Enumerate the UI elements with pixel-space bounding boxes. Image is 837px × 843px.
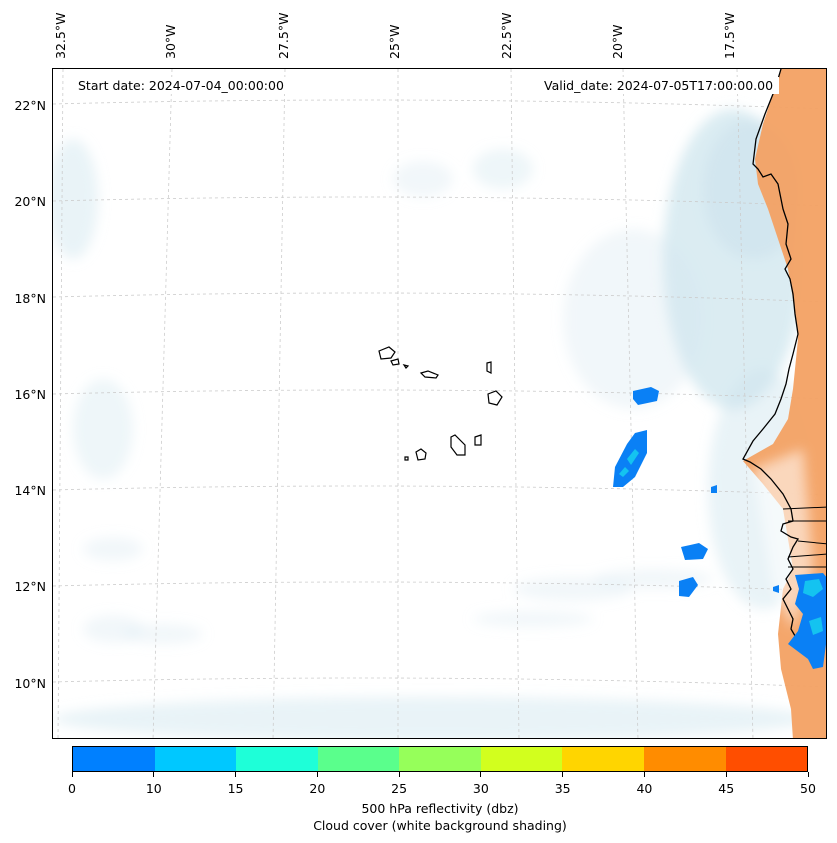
colorbar-segment (562, 747, 644, 771)
lat-label-22n: 22°N (14, 98, 46, 113)
graticule (53, 69, 826, 738)
lon-label-22.5w: 22.5°W (499, 12, 514, 59)
lat-label-14n: 14°N (14, 483, 46, 498)
lon-label-20w: 20°W (610, 24, 625, 59)
colorbar-tick (398, 772, 400, 777)
lon-label-17.5w: 17.5°W (722, 12, 737, 59)
colorbar-tick-label: 50 (800, 781, 816, 796)
colorbar-segment (480, 747, 563, 771)
reflectivity-cells (613, 387, 826, 669)
colorbar-segment (725, 747, 808, 771)
colorbar-tick (235, 772, 237, 777)
colorbar-tick (643, 772, 645, 777)
colorbar-tick-label: 10 (145, 781, 162, 796)
reflectivity-cell (679, 577, 698, 597)
colorbar-tick-label: 15 (227, 781, 244, 796)
reflectivity-cell (809, 617, 823, 635)
colorbar-tick-label: 35 (554, 781, 571, 796)
lon-label-32.5w: 32.5°W (53, 12, 68, 59)
colorbar-segment (399, 747, 481, 771)
colorbar-tick-label: 0 (68, 781, 76, 796)
colorbar (72, 746, 808, 772)
reflectivity-cell (627, 449, 639, 465)
lat-label-18n: 18°N (14, 291, 46, 306)
colorbar-tick-label: 40 (636, 781, 653, 796)
colorbar-tick (562, 772, 564, 777)
reflectivity-cell (788, 573, 826, 669)
colorbar-segment (236, 747, 318, 771)
lat-label-20n: 20°N (14, 194, 46, 209)
colorbar-tick (725, 772, 727, 777)
gambia-border (782, 506, 826, 522)
lat-label-16n: 16°N (14, 387, 46, 402)
colorbar-segment (73, 747, 155, 771)
reflectivity-cell (711, 485, 717, 493)
colorbar-tick-label: 30 (472, 781, 489, 796)
colorbar-tick-label: 45 (718, 781, 735, 796)
reflectivity-cell (803, 579, 823, 597)
colorbar-segment (154, 747, 237, 771)
colorbar-segment (317, 747, 400, 771)
colorbar-tick (807, 772, 809, 777)
map-canvas (53, 69, 826, 738)
start-date-label: Start date: 2024-07-04_00:00:00 (72, 77, 290, 94)
lat-label-10n: 10°N (14, 676, 46, 691)
lon-label-30w: 30°W (163, 24, 178, 59)
reflectivity-cell (681, 543, 708, 560)
africa-coastline (742, 69, 800, 642)
reflectivity-cell (773, 585, 779, 593)
valid-date-label: Valid_date: 2024-07-05T17:00:00.00 (538, 77, 780, 94)
colorbar-label-reflectivity: 500 hPa reflectivity (dbz) (361, 801, 519, 816)
colorbar-tick (153, 772, 155, 777)
reflectivity-cell (619, 467, 629, 477)
map-panel (52, 68, 827, 739)
reflectivity-cell (633, 387, 659, 405)
lon-label-25w: 25°W (387, 24, 402, 59)
colorbar-tick (316, 772, 318, 777)
cloud-cover-shading (53, 109, 818, 738)
colorbar-tick-label: 20 (309, 781, 326, 796)
colorbar-tick (71, 772, 73, 777)
colorbar-tick-label: 25 (391, 781, 408, 796)
guinea-border (787, 540, 826, 568)
colorbar-tick (480, 772, 482, 777)
colorbar-segment (643, 747, 726, 771)
lon-label-27.5w: 27.5°W (276, 12, 291, 59)
cape-verde-islands (378, 346, 503, 461)
colorbar-label-cloud-cover: Cloud cover (white background shading) (313, 818, 567, 833)
lat-label-12n: 12°N (14, 579, 46, 594)
